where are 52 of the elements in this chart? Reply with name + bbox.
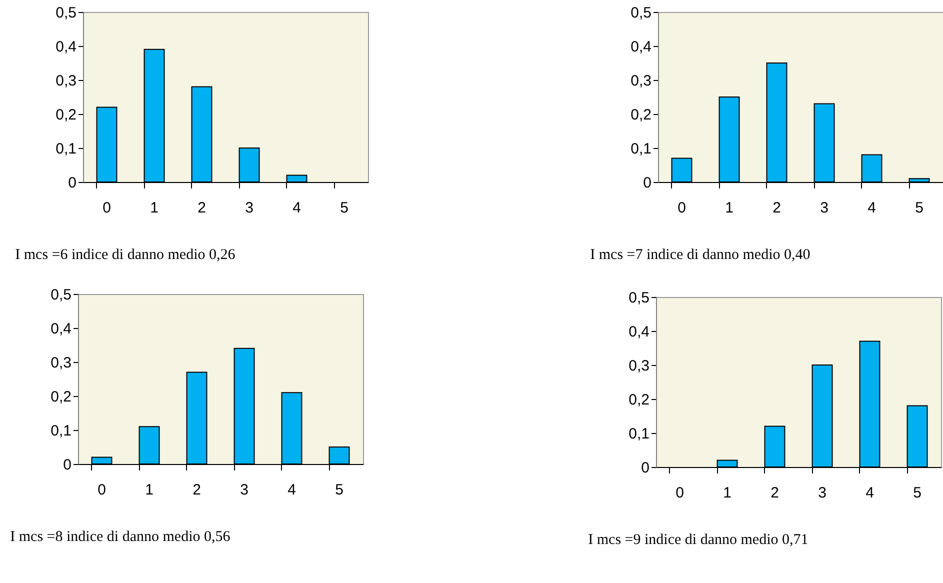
x-tick-label: 4 (868, 200, 876, 216)
y-tick-label: 0 (643, 174, 652, 192)
y-tick-label: 0,1 (50, 422, 72, 440)
y-tick-label: 0,2 (628, 392, 650, 408)
text: I mcs =8 indice di danno medio 0,56 (10, 529, 231, 545)
y-tick-label: 0,5 (56, 4, 76, 22)
x-tick-label: 0 (102, 200, 111, 216)
x-tick-label: 3 (240, 482, 248, 498)
x-tick-label: 0 (98, 482, 106, 498)
y-tick-label: 0,4 (50, 320, 72, 338)
y-tick-label: 0,1 (630, 140, 652, 158)
y-tick-label: 0,1 (56, 140, 76, 158)
y-tick-label: 0,5 (628, 290, 650, 306)
x-tick-label: 5 (335, 482, 344, 498)
y-tick-label: 0,3 (630, 72, 652, 90)
x-tick-label: 0 (678, 200, 686, 216)
y-tick-label: 0,2 (56, 106, 76, 124)
x-tick-label: 2 (770, 484, 779, 502)
text: I mcs =6 indice di danno medio 0,26 (15, 247, 236, 263)
x-tick-label: 4 (288, 482, 296, 498)
x-tick-label: 4 (866, 484, 874, 502)
x-tick-label: 1 (150, 200, 158, 216)
y-tick-label: 0 (68, 174, 76, 192)
y-tick-label: 0 (63, 456, 72, 474)
y-tick-label: 0,3 (628, 358, 650, 374)
x-tick-label: 5 (913, 484, 922, 502)
x-tick-label: 2 (772, 200, 781, 216)
y-tick-label: 0,4 (630, 38, 652, 56)
x-tick-label: 1 (723, 484, 732, 502)
x-tick-label: 5 (340, 200, 348, 216)
x-tick-label: 2 (192, 482, 201, 498)
text: I mcs =9 indice di danno medio 0,71 (588, 532, 808, 548)
y-tick-label: 0,2 (630, 106, 652, 124)
text: I mcs =7 indice di danno medio 0,40 (590, 247, 810, 263)
y-tick-label: 0,5 (630, 4, 652, 22)
y-tick-label: 0,4 (56, 38, 76, 56)
x-tick-label: 3 (818, 484, 826, 502)
y-tick-label: 0,1 (628, 426, 650, 442)
x-tick-label: 2 (198, 200, 206, 216)
x-tick-label: 1 (725, 200, 734, 216)
x-tick-label: 4 (292, 200, 301, 216)
y-tick-label: 0,3 (56, 72, 76, 90)
x-tick-label: 3 (820, 200, 828, 216)
y-tick-label: 0,4 (628, 324, 650, 340)
x-tick-label: 3 (245, 200, 254, 216)
x-tick-label: 0 (676, 484, 684, 502)
y-tick-label: 0,5 (50, 286, 72, 304)
x-tick-label: 1 (145, 482, 154, 498)
y-tick-label: 0,3 (50, 354, 72, 372)
y-tick-label: 0 (641, 460, 650, 476)
y-tick-label: 0,2 (50, 388, 72, 406)
x-tick-label: 5 (915, 200, 924, 216)
